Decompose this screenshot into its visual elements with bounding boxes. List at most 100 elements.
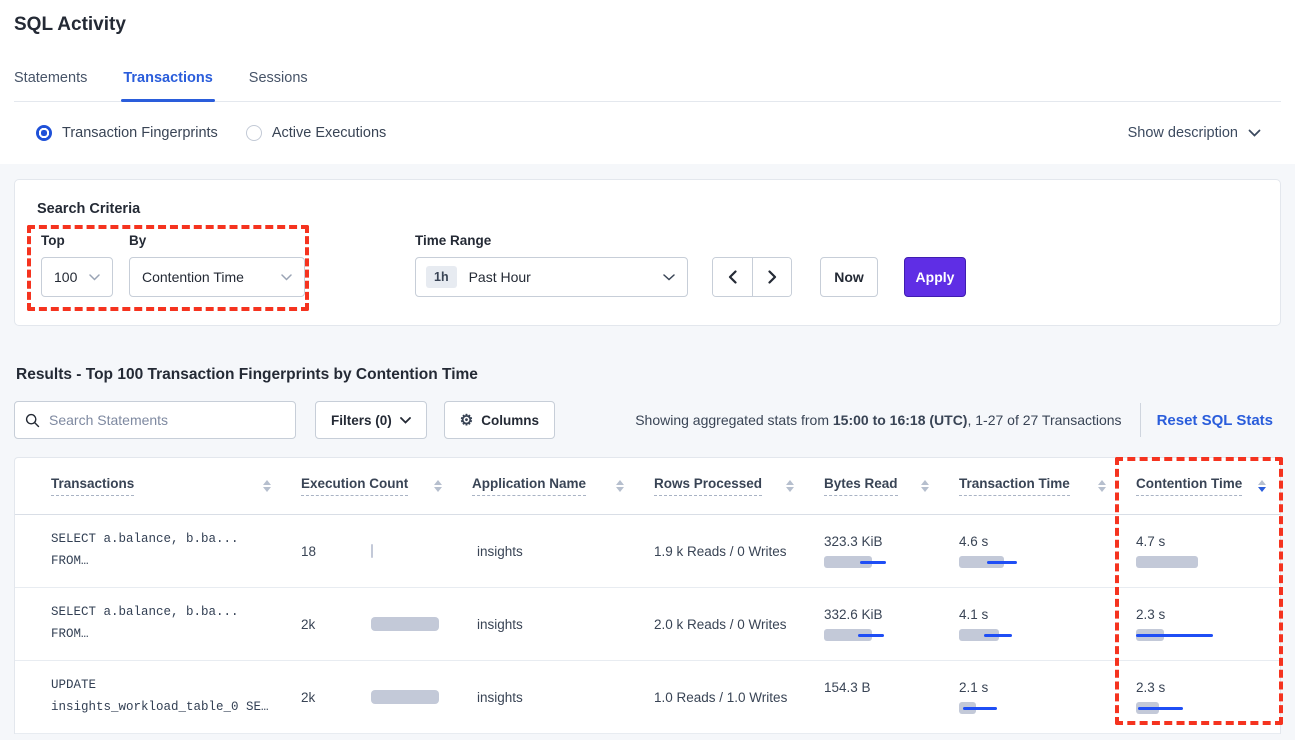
transaction-fingerprint[interactable]: SELECT a.balance, b.ba... FROM…: [51, 532, 239, 568]
apply-button[interactable]: Apply: [904, 257, 966, 297]
toolbar-divider: [1139, 403, 1141, 437]
tab-statements[interactable]: Statements: [14, 70, 88, 86]
chevron-down-icon: [1248, 129, 1261, 137]
chevron-down-icon: [281, 273, 292, 281]
previous-time-button[interactable]: [713, 258, 752, 296]
rows-processed-cell: 2.0 k Reads / 0 Writes: [654, 616, 787, 632]
transaction-time-bar: [959, 556, 1004, 568]
column-header-bytes-read[interactable]: Bytes Read: [824, 476, 959, 496]
column-header-rows-processed[interactable]: Rows Processed: [654, 476, 824, 496]
contention-time-stdev-line: [1138, 707, 1183, 710]
transactions-table: Transactions Execution Count Application…: [14, 457, 1281, 734]
application-name-cell: insights: [477, 616, 523, 632]
chevron-left-icon: [728, 270, 737, 284]
time-range-select[interactable]: 1h Past Hour: [415, 257, 688, 297]
chevron-down-icon: [89, 273, 100, 281]
contention-time-bar: [1136, 556, 1198, 568]
sort-icon[interactable]: [426, 480, 442, 492]
table-row[interactable]: SELECT a.balance, b.ba... FROM… 18 insig…: [15, 515, 1280, 588]
transaction-time-cell: 2.1 s: [959, 680, 1136, 714]
execution-count-bar: [371, 544, 373, 558]
page-title: SQL Activity: [14, 14, 126, 35]
radio-transaction-fingerprints[interactable]: Transaction Fingerprints: [36, 125, 218, 141]
bytes-read-cell: 323.3 KiB: [824, 534, 959, 568]
column-header-transaction-time[interactable]: Transaction Time: [959, 476, 1136, 496]
transaction-time-stdev-line: [984, 634, 1012, 637]
top-select[interactable]: 100: [41, 257, 113, 297]
by-select[interactable]: Contention Time: [129, 257, 305, 297]
search-criteria-heading: Search Criteria: [37, 201, 141, 217]
search-criteria-card: Search Criteria Top 100 By Contention Ti…: [14, 179, 1281, 326]
show-description-label: Show description: [1127, 125, 1238, 141]
radio-label: Transaction Fingerprints: [62, 125, 218, 141]
search-icon: [25, 413, 40, 428]
transaction-fingerprint[interactable]: SELECT a.balance, b.ba... FROM…: [51, 605, 239, 641]
aggregated-stats-text: Showing aggregated stats from 15:00 to 1…: [635, 412, 1122, 428]
time-range-badge: 1h: [426, 266, 457, 288]
tab-sessions[interactable]: Sessions: [248, 70, 308, 86]
sort-icon[interactable]: [255, 480, 271, 492]
contention-time-cell: 4.7 s: [1136, 534, 1280, 568]
search-statements-input[interactable]: [49, 412, 285, 428]
table-row[interactable]: SELECT a.balance, b.ba... FROM… 2k insig…: [15, 588, 1280, 661]
gear-icon: ⚙: [459, 411, 474, 429]
radio-label: Active Executions: [271, 125, 387, 141]
transaction-time-cell: 4.1 s: [959, 607, 1136, 641]
execution-count-bar: [371, 690, 439, 704]
radio-active-executions[interactable]: Active Executions: [245, 125, 387, 141]
contention-time-stdev-line: [1136, 634, 1213, 637]
column-header-application-name[interactable]: Application Name: [472, 476, 654, 496]
time-range-label: Time Range: [415, 233, 492, 248]
bytes-read-cell: 332.6 KiB: [824, 607, 959, 641]
time-range-value: Past Hour: [468, 269, 531, 285]
table-row[interactable]: UPDATE insights_workload_table_0 SE… 2k …: [15, 661, 1280, 734]
search-statements-box: [14, 401, 296, 439]
next-time-button[interactable]: [752, 258, 791, 296]
sort-desc-icon[interactable]: [1250, 480, 1266, 492]
chevron-down-icon: [399, 416, 411, 424]
rows-processed-cell: 1.0 Reads / 1.0 Writes: [654, 689, 788, 705]
sort-icon[interactable]: [913, 480, 929, 492]
column-header-execution-count[interactable]: Execution Count: [301, 476, 472, 496]
tab-transactions[interactable]: Transactions: [121, 70, 216, 102]
filters-label: Filters (0): [331, 412, 392, 428]
bytes-read-bar: [824, 556, 872, 568]
sort-icon[interactable]: [1090, 480, 1106, 492]
application-name-cell: insights: [477, 543, 523, 559]
filters-button[interactable]: Filters (0): [315, 401, 427, 439]
transaction-time-stdev-line: [963, 707, 997, 710]
by-label: By: [129, 233, 147, 248]
table-header-row: Transactions Execution Count Application…: [15, 458, 1280, 515]
top-select-value: 100: [54, 269, 78, 285]
show-description-toggle[interactable]: Show description: [1128, 125, 1261, 141]
reset-sql-stats-link[interactable]: Reset SQL Stats: [1156, 411, 1273, 429]
chevron-right-icon: [767, 270, 777, 284]
columns-button[interactable]: ⚙ Columns: [443, 401, 555, 439]
results-toolbar: Filters (0) ⚙ Columns Showing aggregated…: [14, 401, 1281, 439]
radio-unselected-icon: [245, 125, 262, 141]
sort-icon[interactable]: [608, 480, 624, 492]
now-button[interactable]: Now: [820, 257, 878, 297]
view-toggle-bar: Transaction Fingerprints Active Executio…: [0, 102, 1295, 164]
transaction-time-cell: 4.6 s: [959, 534, 1136, 568]
column-header-contention-time[interactable]: Contention Time: [1136, 476, 1280, 496]
by-select-value: Contention Time: [142, 269, 244, 285]
application-name-cell: insights: [477, 689, 523, 705]
bytes-read-stdev-line: [860, 561, 886, 564]
page-body: Search Criteria Top 100 By Contention Ti…: [0, 164, 1295, 740]
radio-selected-icon: [36, 125, 52, 141]
bytes-read-cell: 154.3 B: [824, 680, 871, 695]
results-heading: Results - Top 100 Transaction Fingerprin…: [16, 366, 478, 383]
bytes-read-bar: [824, 629, 872, 641]
execution-count-cell: 2k: [301, 617, 472, 632]
contention-time-cell: 2.3 s: [1136, 680, 1280, 714]
transaction-time-bar: [959, 629, 999, 641]
tab-bar: Statements Transactions Sessions: [14, 70, 1281, 102]
stats-time-range: 15:00 to 16:18 (UTC): [832, 412, 968, 428]
transaction-fingerprint[interactable]: UPDATE insights_workload_table_0 SE…: [51, 678, 269, 714]
chevron-down-icon: [663, 273, 675, 281]
sort-icon[interactable]: [778, 480, 794, 492]
column-header-transactions[interactable]: Transactions: [51, 476, 301, 496]
execution-count-cell: 2k: [301, 690, 472, 705]
transaction-time-stdev-line: [987, 561, 1017, 564]
